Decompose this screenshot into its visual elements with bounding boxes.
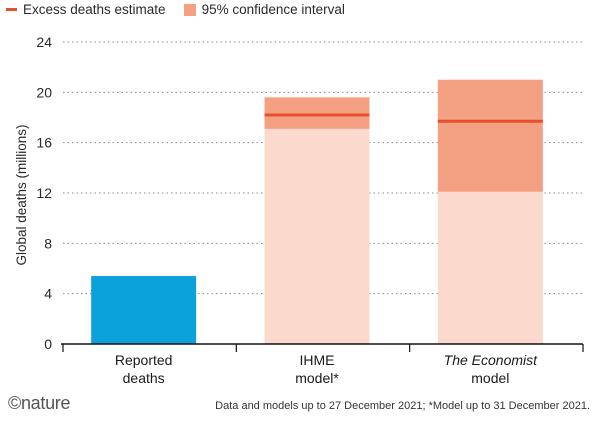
footer-note: Data and models up to 27 December 2021; … (215, 400, 590, 412)
legend: Excess deaths estimate 95% confidence in… (6, 2, 345, 17)
legend-band-label: 95% confidence interval (201, 2, 345, 17)
confidence-interval-band (437, 79, 543, 192)
y-tick-label: 20 (36, 84, 52, 100)
x-tick-label: model* (295, 370, 339, 386)
x-axis (61, 343, 584, 352)
estimate-bar (264, 97, 370, 344)
legend-line-label: Excess deaths estimate (23, 2, 166, 17)
reported-deaths-bar (91, 276, 197, 344)
legend-band-swatch (183, 3, 196, 16)
y-tick-label: 8 (44, 235, 52, 251)
x-tick-label: IHME (300, 352, 335, 368)
nature-logo: ©nature (8, 393, 71, 413)
y-tick-label: 4 (44, 286, 52, 302)
x-tick-label: The Economist (444, 352, 538, 368)
bars (91, 79, 543, 344)
y-tick-labels: 0 4 8 12 16 20 24 (36, 34, 52, 352)
x-tick-label: model (471, 370, 509, 386)
y-tick-label: 16 (36, 135, 52, 151)
x-tick-label: Reported (115, 352, 173, 368)
y-tick-label: 24 (36, 34, 52, 50)
legend-line-swatch (6, 8, 17, 11)
y-tick-label: 12 (36, 185, 52, 201)
confidence-interval-band (264, 97, 370, 129)
x-tick-label: deaths (123, 370, 165, 386)
y-axis-label: Global deaths (millions) (14, 124, 29, 265)
y-tick-label: 0 (44, 336, 52, 352)
x-tick-labels: Reported deaths IHME model* The Economist mod… (115, 352, 538, 386)
